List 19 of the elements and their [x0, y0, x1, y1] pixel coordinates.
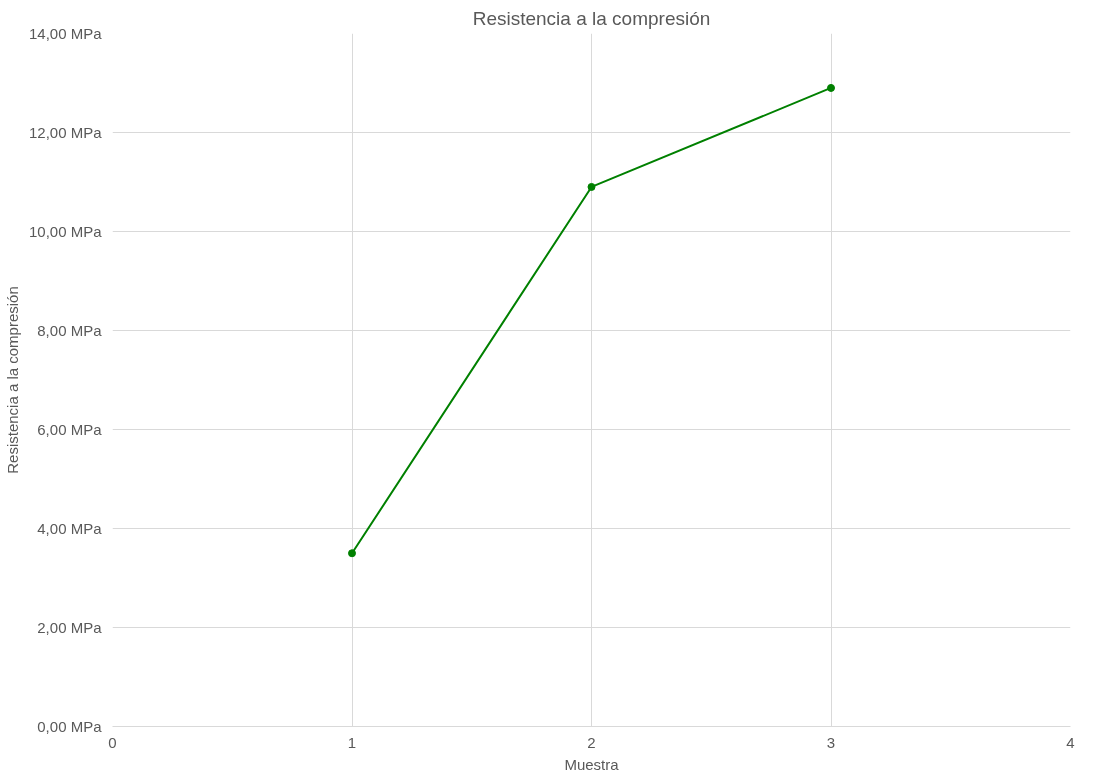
y-tick-label: 6,00 MPa: [37, 421, 103, 438]
point: [348, 549, 356, 558]
x-tick-label: 0: [108, 733, 117, 751]
x-tick-label: 1: [347, 733, 357, 751]
y-tick-label: 4,00 MPa: [37, 520, 103, 537]
y-axis-title: Resistencia a la compresión: [3, 286, 21, 474]
y-tick-label: 2,00 MPa: [37, 619, 103, 636]
y-tick-label: 8,00 MPa: [37, 322, 103, 339]
x-tick-label: 2: [587, 733, 596, 751]
chart-title: Resistencia a la compresión: [472, 7, 711, 29]
x-tick-label: 4: [1066, 733, 1075, 751]
x-tick-label: 3: [826, 733, 836, 751]
point: [587, 182, 596, 191]
y-tick-label: 10,00 MPa: [28, 223, 103, 240]
y-tick-label: 0,00 MPa: [37, 718, 103, 735]
y-tick-label: 12,00 MPa: [28, 124, 103, 141]
x-axis-title: Muestra: [564, 755, 620, 773]
y-tick-label: 14,00 MPa: [28, 25, 103, 42]
point: [827, 83, 835, 92]
